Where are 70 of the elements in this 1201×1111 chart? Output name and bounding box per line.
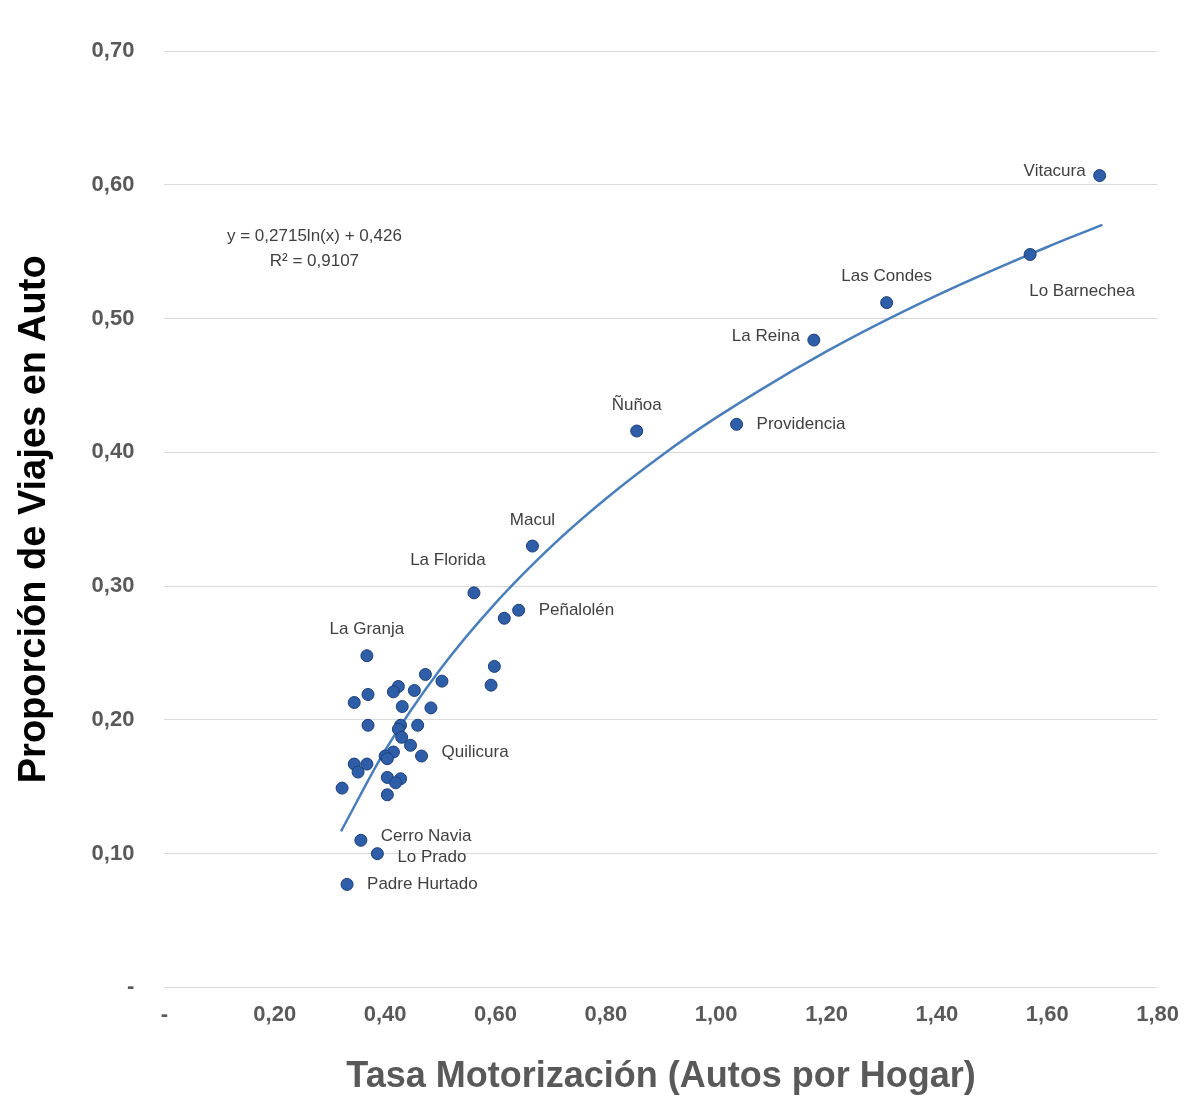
point: [361, 718, 375, 732]
annotation: Cerro Navia: [380, 825, 473, 845]
x-tick-label: 0,20: [253, 1000, 297, 1026]
x-tick-label: 0,40: [363, 1000, 407, 1026]
y-tick-label: 0,10: [91, 839, 135, 865]
annotation: Lo Barnechea: [1029, 281, 1136, 301]
annotation: Providencia: [756, 414, 846, 434]
point: [415, 749, 429, 763]
annotation: R² = 0,9107: [269, 250, 360, 270]
y-tick-label: -: [127, 973, 135, 999]
point: [411, 718, 425, 732]
point: [418, 667, 432, 681]
y-tick-label: 0,70: [91, 37, 135, 63]
x-tick-label: 1,60: [1025, 1000, 1069, 1026]
x-tick-label: 0,60: [474, 1000, 517, 1026]
point: [389, 776, 403, 790]
point: [487, 659, 501, 673]
annotation: La Reina: [731, 325, 801, 345]
point: [395, 700, 409, 714]
point: [351, 765, 365, 779]
point: [630, 424, 644, 438]
annotation: La Granja: [329, 619, 405, 639]
x-axis-title: Tasa Motorización (Autos por Hogar): [346, 1054, 976, 1096]
annotation: Ñuñoa: [611, 394, 663, 414]
annotation: Padre Hurtado: [367, 874, 478, 894]
point: [361, 688, 375, 701]
point: [370, 847, 384, 861]
annotation: Vitacura: [1023, 161, 1087, 181]
y-axis-title: Proporción de Viajes en Auto: [11, 255, 54, 784]
point: [1023, 247, 1037, 261]
point: [512, 603, 526, 617]
x-tick-label: 1,20: [805, 1000, 848, 1026]
annotation: Peñalolén: [538, 599, 615, 619]
point: [360, 649, 374, 663]
point: [497, 611, 511, 625]
point: [730, 417, 744, 431]
y-tick-label: 0,40: [91, 438, 135, 464]
annotation: Quilicura: [441, 741, 510, 761]
point: [354, 833, 368, 847]
point: [380, 788, 394, 802]
x-tick-label: 1,80: [1136, 1000, 1179, 1026]
point: [435, 674, 449, 688]
point: [340, 877, 354, 891]
point: [880, 296, 894, 310]
x-tick-label: -: [160, 1000, 169, 1026]
x-tick-label: 1,00: [694, 1000, 738, 1026]
annotation: Lo Prado: [397, 847, 467, 867]
point: [335, 781, 349, 795]
point: [404, 738, 417, 752]
point: [386, 685, 400, 699]
point: [525, 539, 539, 553]
point: [467, 586, 481, 600]
point: [424, 701, 438, 715]
annotation: Las Condes: [841, 266, 933, 286]
point: [407, 683, 421, 697]
y-tick-label: 0,30: [91, 572, 135, 598]
point: [360, 757, 374, 771]
point: [484, 678, 498, 692]
x-tick-label: 1,40: [915, 1000, 959, 1026]
x-tick-label: 0,80: [584, 1000, 628, 1026]
annotation: La Florida: [410, 549, 487, 569]
annotation: y = 0,2715ln(x) + 0,426: [227, 225, 402, 245]
y-tick-label: 0,50: [91, 304, 135, 330]
y-tick-label: 0,20: [91, 705, 135, 731]
point: [807, 333, 821, 347]
point: [1093, 169, 1107, 183]
point: [347, 696, 361, 710]
point: [395, 730, 409, 744]
y-tick-label: 0,60: [91, 171, 135, 197]
annotation: Macul: [509, 509, 556, 529]
